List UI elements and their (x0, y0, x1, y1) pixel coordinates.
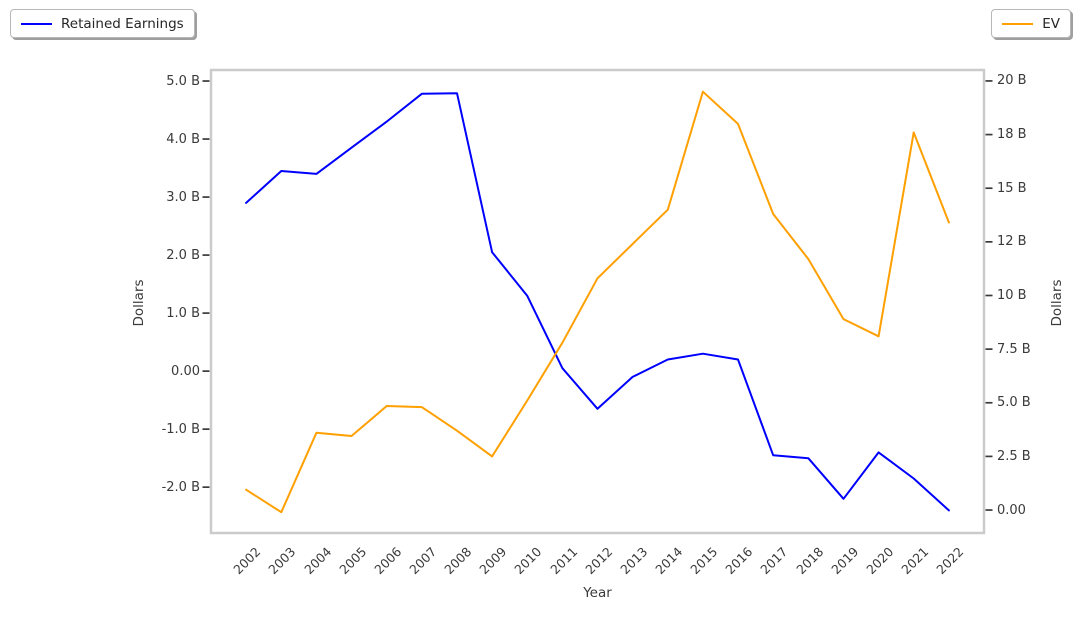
x-tick-label: 2007 (397, 544, 439, 577)
x-tick-label: 2011 (538, 544, 580, 577)
y-tick-label-left: 2.0 B (166, 247, 200, 263)
x-tick-label: 2008 (432, 544, 474, 577)
x-axis-label: Year (583, 585, 612, 601)
x-tick-label: 2012 (573, 544, 615, 577)
y-tick-label-left: 1.0 B (166, 305, 200, 321)
y-tick-label-right: 20 B (997, 73, 1027, 89)
y-tick-label-left: 0.00 (171, 363, 200, 379)
x-tick-label: 2013 (608, 544, 650, 577)
y-axis-label-right: Dollars (1049, 279, 1065, 327)
y-tick-label-left: 4.0 B (166, 131, 200, 147)
x-tick-label: 2014 (643, 544, 685, 577)
x-tick-label: 2017 (748, 544, 791, 577)
x-tick-label: 2021 (889, 544, 931, 577)
retained-earnings-line-swatch-icon (21, 22, 52, 25)
y-tick-label-right: 5.0 B (997, 395, 1031, 411)
y-tick-label-right: 7.5 B (997, 341, 1031, 357)
x-tick-label: 2010 (502, 544, 545, 577)
y-tick-label-left: -2.0 B (161, 479, 200, 495)
x-tick-label: 2002 (221, 544, 264, 577)
x-tick-label: 2019 (819, 544, 861, 577)
y-tick-label-right: 12 B (997, 234, 1027, 250)
ev-line (245, 90, 950, 514)
y-tick-label-right: 2.5 B (997, 448, 1031, 464)
x-tick-label: 2015 (678, 544, 720, 577)
retained-earnings-line (245, 92, 950, 512)
x-tick-label: 2018 (784, 544, 826, 577)
y-tick-label-left: 5.0 B (166, 73, 200, 89)
legend-ev-label: EV (1042, 15, 1060, 32)
legend-ev: EV (991, 9, 1071, 38)
y-tick-label-left: -1.0 B (161, 421, 200, 437)
x-tick-label: 2004 (292, 544, 334, 577)
y-tick-label-right: 15 B (997, 180, 1027, 196)
legend-retained-earnings: Retained Earnings (10, 9, 195, 38)
x-tick-label: 2005 (327, 544, 369, 577)
ev-line-swatch-icon (1002, 22, 1034, 25)
x-tick-label: 2020 (854, 544, 896, 577)
x-tick-label: 2003 (256, 544, 299, 577)
y-tick-label-right: 10 B (997, 287, 1027, 303)
plot-frame (209, 68, 986, 535)
x-tick-label: 2016 (713, 544, 756, 577)
y-tick-label-right: 18 B (997, 127, 1027, 143)
legend-retained-earnings-label: Retained Earnings (61, 15, 184, 32)
x-tick-label: 2022 (924, 544, 966, 577)
y-axis-label-left: Dollars (131, 279, 147, 327)
x-tick-label: 2009 (467, 544, 510, 577)
x-tick-label: 2006 (362, 544, 404, 577)
y-tick-label-left: 3.0 B (166, 189, 200, 205)
y-tick-label-right: 0.00 (997, 502, 1026, 518)
